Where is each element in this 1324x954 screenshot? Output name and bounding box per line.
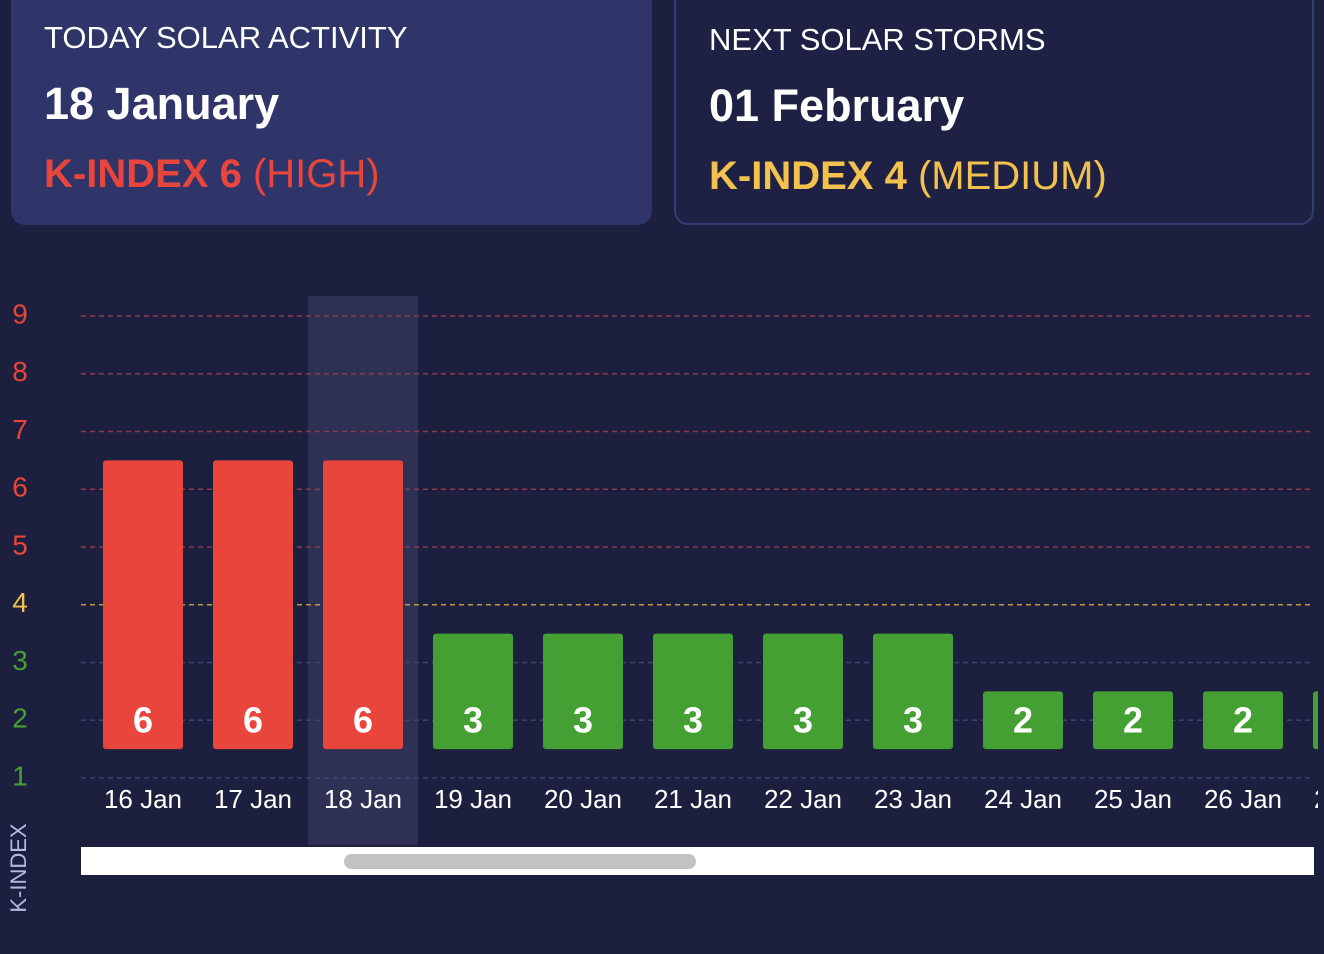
bar-value-label: 3 bbox=[903, 700, 923, 741]
x-tick-label: 25 Jan bbox=[1094, 784, 1172, 814]
bar bbox=[213, 460, 293, 750]
today-card: TODAY SOLAR ACTIVITY 18 January K-INDEX … bbox=[11, 0, 652, 225]
bar-value-label: 6 bbox=[133, 700, 153, 741]
x-tick-label: 18 Jan bbox=[324, 784, 402, 814]
card-label: NEXT SOLAR STORMS bbox=[709, 22, 1046, 57]
y-tick-label: 6 bbox=[12, 472, 28, 503]
bar bbox=[323, 460, 403, 750]
x-tick-label: 27 Jan bbox=[1314, 784, 1324, 814]
y-tick-label: 8 bbox=[12, 356, 28, 387]
y-tick-label: 1 bbox=[12, 760, 28, 791]
bar bbox=[983, 691, 1063, 750]
y-tick-label: 2 bbox=[12, 703, 28, 734]
bar bbox=[873, 633, 953, 750]
x-tick-label: 16 Jan bbox=[104, 784, 182, 814]
card-index: K-INDEX 4 (MEDIUM) bbox=[709, 154, 1107, 199]
bar bbox=[1313, 691, 1318, 750]
bar-value-label: 6 bbox=[353, 700, 373, 741]
x-tick-label: 22 Jan bbox=[764, 784, 842, 814]
x-tick-label: 17 Jan bbox=[214, 784, 292, 814]
bar-value-label: 3 bbox=[463, 700, 483, 741]
index-level: (HIGH) bbox=[252, 152, 380, 196]
bar bbox=[433, 633, 513, 750]
x-tick-label: 21 Jan bbox=[654, 784, 732, 814]
bar-layer: 16 Jan 6 17 Jan 6 18 Jan 6 19 Jan 3 20 Jan 3 21 Ja… bbox=[103, 460, 1324, 814]
bar bbox=[543, 633, 623, 750]
bar-value-label: 3 bbox=[573, 700, 593, 741]
x-tick-label: 19 Jan bbox=[434, 784, 512, 814]
bar bbox=[763, 633, 843, 750]
scroll-track[interactable] bbox=[81, 847, 1314, 875]
bar bbox=[1093, 691, 1173, 750]
y-tick-label: 7 bbox=[12, 414, 28, 445]
card-label: TODAY SOLAR ACTIVITY bbox=[44, 20, 408, 55]
bar-value-label: 6 bbox=[243, 700, 263, 741]
bar bbox=[1203, 691, 1283, 750]
index-level: (MEDIUM) bbox=[917, 154, 1107, 198]
y-axis-label: K-INDEX bbox=[6, 823, 31, 913]
y-tick-label: 4 bbox=[12, 587, 28, 618]
bar bbox=[653, 633, 733, 750]
card-date: 01 February bbox=[709, 80, 965, 131]
bar-value-label: 2 bbox=[1013, 700, 1033, 741]
bar-value-label: 2 bbox=[1233, 700, 1253, 741]
next-card: NEXT SOLAR STORMS 01 February K-INDEX 4 … bbox=[674, 0, 1314, 225]
index-label: K-INDEX 6 bbox=[44, 152, 242, 196]
x-tick-label: 20 Jan bbox=[544, 784, 622, 814]
bar-value-label: 3 bbox=[683, 700, 703, 741]
card-date: 18 January bbox=[44, 78, 280, 129]
bar-value-label: 2 bbox=[1123, 700, 1143, 741]
scroll-thumb[interactable] bbox=[344, 854, 696, 869]
bar-value-label: 3 bbox=[793, 700, 813, 741]
index-label: K-INDEX 4 bbox=[709, 154, 907, 198]
x-tick-label: 23 Jan bbox=[874, 784, 952, 814]
y-tick-label: 5 bbox=[12, 529, 28, 560]
card-index: K-INDEX 6 (HIGH) bbox=[44, 152, 380, 197]
x-tick-label: 26 Jan bbox=[1204, 784, 1282, 814]
y-tick-label: 9 bbox=[12, 298, 28, 329]
y-tick-label: 3 bbox=[12, 645, 28, 676]
x-tick-label: 24 Jan bbox=[984, 784, 1062, 814]
bar bbox=[103, 460, 183, 750]
